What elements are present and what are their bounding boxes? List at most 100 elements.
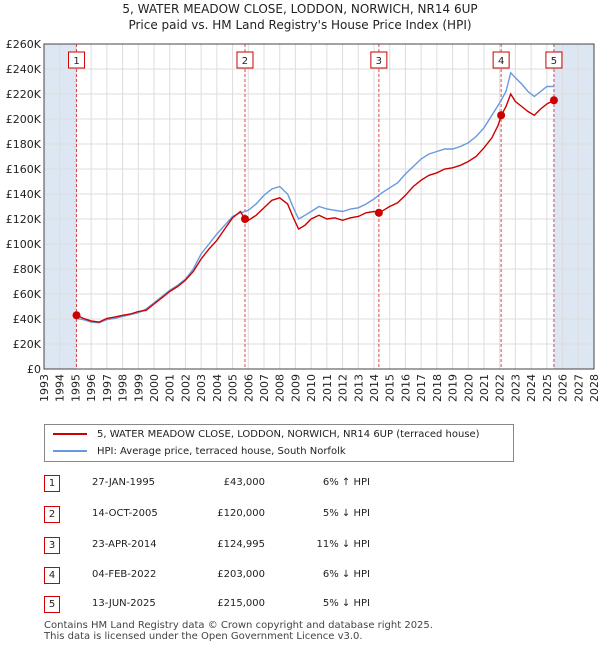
x-tick-label: 2019 (447, 374, 460, 402)
y-tick-label: £220K (6, 88, 42, 101)
transaction-price: £215,000 (217, 598, 265, 609)
transaction-price: £120,000 (217, 508, 265, 519)
price-paid-line (76, 92, 555, 323)
x-tick-label: 2013 (352, 374, 365, 402)
chart-title-address: 5, WATER MEADOW CLOSE, LODDON, NORWICH, … (122, 2, 478, 16)
y-tick-label: £240K (6, 63, 42, 76)
x-tick-label: 1993 (38, 374, 51, 402)
transaction-row: 4 04-FEB-2022 £203,000 6% ↓ HPI (0, 567, 600, 584)
y-tick-label: £200K (6, 113, 42, 126)
price-chart: 1993 1994 1995 1996 1997 1998 1999 2000 2001 2002… (6, 38, 600, 402)
legend-label-hpi: HPI: Average price, terraced house, Sout… (97, 446, 346, 457)
sale-number-label: 5 (551, 56, 557, 67)
x-tick-label: 2009 (289, 374, 302, 402)
transaction-hpi: 5% ↓ HPI (322, 508, 370, 519)
transaction-badge: 3 (44, 537, 60, 554)
legend: 5, WATER MEADOW CLOSE, LODDON, NORWICH, … (44, 424, 514, 462)
x-tick-label: 2018 (431, 374, 444, 402)
y-tick-label: £100K (6, 238, 42, 251)
transaction-hpi: 5% ↓ HPI (322, 598, 370, 609)
x-tick-label: 2022 (494, 374, 507, 402)
x-tick-label: 2027 (572, 374, 585, 402)
sale-point (549, 96, 558, 105)
hpi-line (75, 71, 554, 324)
x-tick-label: 2017 (415, 374, 428, 402)
x-tick-label: 2008 (274, 374, 287, 402)
y-tick-label: £20K (13, 338, 42, 351)
x-tick-label: 2014 (368, 374, 381, 402)
footer-copyright: Contains HM Land Registry data © Crown c… (44, 620, 433, 631)
y-tick-label: £120K (6, 213, 42, 226)
x-tick-label: 2020 (462, 374, 475, 402)
transaction-price: £203,000 (217, 569, 265, 580)
legend-swatch-hpi (53, 450, 87, 452)
x-tick-label: 2010 (305, 374, 318, 402)
transaction-price: £43,000 (223, 477, 265, 488)
x-tick-label: 2012 (337, 374, 350, 402)
x-tick-label: 2003 (195, 374, 208, 402)
y-tick-label: £140K (6, 188, 42, 201)
transaction-badge: 2 (44, 506, 60, 523)
transaction-row: 1 27-JAN-1995 £43,000 6% ↑ HPI (0, 475, 600, 492)
y-tick-label: £60K (13, 288, 42, 301)
x-tick-label: 2026 (557, 374, 570, 402)
x-tick-label: 1994 (54, 374, 67, 402)
sale-point (374, 208, 383, 217)
x-tick-label: 2011 (321, 374, 334, 402)
sale-point (72, 311, 81, 320)
transaction-badge: 1 (44, 475, 60, 492)
y-tick-label: £260K (6, 38, 42, 51)
transaction-badge: 4 (44, 567, 60, 584)
sale-point (240, 215, 249, 223)
x-tick-label: 1997 (101, 374, 114, 402)
x-tick-label: 2016 (399, 374, 412, 402)
sale-number-box (370, 51, 388, 69)
y-tick-label: £40K (13, 313, 42, 326)
legend-entry-price: 5, WATER MEADOW CLOSE, LODDON, NORWICH, … (53, 427, 480, 443)
x-tick-label: 2006 (242, 374, 255, 402)
x-tick-label: 1995 (69, 374, 82, 402)
x-tick-label: 1996 (85, 374, 98, 402)
x-tick-label: 2024 (525, 374, 538, 402)
x-tick-label: 2007 (258, 374, 271, 402)
x-tick-label: 2021 (478, 374, 491, 402)
transaction-row: 2 14-OCT-2005 £120,000 5% ↓ HPI (0, 506, 600, 523)
transaction-date: 13-JUN-2025 (92, 598, 156, 609)
x-tick-label: 2023 (509, 374, 522, 402)
legend-label-price: 5, WATER MEADOW CLOSE, LODDON, NORWICH, … (97, 429, 480, 440)
y-tick-label: £0 (27, 363, 41, 376)
footer-licence: This data is licensed under the Open Gov… (44, 631, 363, 642)
transaction-hpi: 6% ↓ HPI (322, 569, 370, 580)
transaction-hpi: 6% ↑ HPI (322, 477, 370, 488)
sale-number-label: 4 (498, 56, 504, 67)
x-tick-label: 2004 (211, 374, 224, 402)
x-tick-label: 1998 (117, 374, 130, 402)
transaction-date: 27-JAN-1995 (92, 477, 156, 488)
y-tick-label: £180K (6, 138, 42, 151)
sale-number-label: 2 (242, 56, 248, 67)
sale-number-box (545, 51, 563, 69)
transaction-row: 5 13-JUN-2025 £215,000 5% ↓ HPI (0, 596, 600, 613)
x-tick-label: 2005 (227, 374, 240, 402)
transaction-date: 14-OCT-2005 (92, 508, 158, 519)
x-tick-label: 2028 (588, 374, 600, 402)
sale-number-label: 1 (73, 56, 79, 67)
sale-point (497, 111, 506, 120)
transaction-row: 3 23-APR-2014 £124,995 11% ↓ HPI (0, 537, 600, 554)
chart-subtitle: Price paid vs. HM Land Registry's House … (128, 18, 472, 32)
legend-entry-hpi: HPI: Average price, terraced house, Sout… (53, 444, 346, 460)
shaded-period (553, 44, 594, 369)
y-tick-label: £80K (13, 263, 42, 276)
x-tick-label: 2002 (179, 374, 192, 402)
x-tick-label: 2000 (148, 374, 161, 402)
sale-number-box (68, 51, 86, 69)
transaction-date: 04-FEB-2022 (92, 569, 157, 580)
y-tick-label: £160K (6, 163, 42, 176)
x-tick-label: 2015 (384, 374, 397, 402)
transaction-hpi: 11% ↓ HPI (316, 539, 370, 550)
transaction-price: £124,995 (217, 539, 265, 550)
sale-number-box (492, 51, 510, 69)
shaded-period (44, 44, 77, 369)
transaction-badge: 5 (44, 596, 60, 613)
plot-frame (43, 43, 595, 370)
